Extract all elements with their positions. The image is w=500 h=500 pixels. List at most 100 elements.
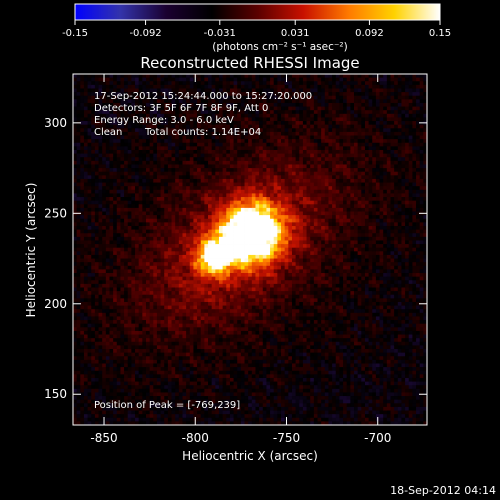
heatmap-cell: [240, 301, 245, 306]
heatmap-cell: [120, 265, 125, 270]
heatmap-cell: [229, 225, 234, 230]
heatmap-cell: [208, 294, 213, 299]
heatmap-cell: [178, 236, 183, 241]
heatmap-cell: [240, 236, 245, 241]
heatmap-cell: [244, 283, 249, 288]
heatmap-cell: [204, 240, 209, 245]
heatmap-cell: [73, 222, 78, 227]
heatmap-cell: [98, 139, 103, 144]
heatmap-cell: [124, 403, 129, 408]
heatmap-cell: [87, 367, 92, 372]
heatmap-cell: [229, 121, 234, 126]
heatmap-cell: [200, 244, 205, 249]
heatmap-cell: [226, 207, 231, 212]
heatmap-cell: [178, 222, 183, 227]
heatmap-cell: [204, 215, 209, 220]
heatmap-cell: [175, 215, 180, 220]
heatmap-cell: [240, 276, 245, 281]
heatmap-cell: [164, 349, 169, 354]
heatmap-cell: [193, 262, 198, 267]
heatmap-cell: [98, 102, 103, 107]
heatmap-cell: [182, 186, 187, 191]
heatmap-cell: [193, 251, 198, 256]
heatmap-cell: [193, 189, 198, 194]
heatmap-cell: [124, 92, 129, 97]
heatmap-cell: [204, 349, 209, 354]
heatmap-cell: [240, 128, 245, 133]
heatmap-cell: [109, 280, 114, 285]
heatmap-cell: [87, 135, 92, 140]
heatmap-cell: [171, 236, 176, 241]
heatmap-cell: [80, 175, 85, 180]
heatmap-cell: [237, 276, 242, 281]
heatmap-cell: [189, 149, 194, 155]
heatmap-cell: [120, 388, 125, 393]
heatmap-cell: [189, 367, 194, 372]
heatmap-cell: [142, 99, 147, 104]
heatmap-cell: [160, 164, 165, 169]
heatmap-cell: [182, 374, 187, 379]
heatmap-cell: [80, 95, 85, 100]
heatmap-cell: [138, 88, 143, 93]
heatmap-cell: [138, 417, 143, 422]
heatmap-cell: [135, 92, 140, 97]
heatmap-cell: [167, 193, 172, 198]
heatmap-cell: [120, 287, 125, 292]
heatmap-cell: [251, 182, 256, 187]
heatmap-cell: [175, 197, 180, 202]
heatmap-cell: [131, 160, 136, 165]
heatmap-cell: [197, 273, 202, 278]
heatmap-cell: [200, 157, 205, 162]
heatmap-cell: [189, 106, 194, 111]
heatmap-cell: [153, 121, 158, 126]
heatmap-cell: [124, 273, 129, 278]
heatmap-cell: [251, 280, 256, 285]
heatmap-cell: [160, 168, 165, 173]
heatmap-cell: [98, 421, 103, 426]
heatmap-cell: [80, 204, 85, 209]
heatmap-cell: [171, 254, 176, 259]
heatmap-cell: [193, 265, 198, 270]
heatmap-cell: [193, 254, 198, 259]
heatmap-cell: [222, 131, 227, 136]
heatmap-cell: [215, 323, 220, 328]
heatmap-cell: [189, 320, 194, 325]
heatmap-cell: [186, 171, 191, 176]
heatmap-cell: [233, 262, 238, 267]
heatmap-cell: [222, 186, 227, 191]
heatmap-cell: [91, 363, 96, 368]
heatmap-cell: [259, 88, 264, 93]
heatmap-cell: [91, 146, 96, 151]
heatmap-cell: [76, 175, 81, 180]
heatmap-cell: [211, 417, 216, 422]
heatmap-cell: [145, 301, 151, 306]
heatmap-cell: [145, 146, 151, 151]
heatmap-cell: [149, 403, 154, 408]
heatmap-cell: [186, 273, 191, 278]
heatmap-cell: [167, 168, 172, 173]
heatmap-cell: [109, 95, 114, 100]
heatmap-cell: [226, 102, 231, 107]
heatmap-cell: [208, 381, 213, 386]
heatmap-cell: [127, 99, 132, 104]
heatmap-cell: [244, 258, 249, 263]
heatmap-cell: [255, 287, 260, 292]
heatmap-cell: [240, 316, 245, 321]
heatmap-cell: [189, 135, 194, 140]
heatmap-cell: [135, 74, 140, 79]
heatmap-cell: [156, 367, 161, 372]
heatmap-cell: [98, 168, 103, 173]
heatmap-cell: [160, 236, 165, 241]
heatmap-cell: [215, 406, 220, 411]
heatmap-cell: [105, 341, 110, 346]
heatmap-cell: [102, 406, 107, 411]
heatmap-cell: [102, 168, 107, 173]
heatmap-cell: [211, 244, 216, 249]
heatmap-cell: [120, 294, 125, 299]
heatmap-cell: [167, 204, 172, 209]
heatmap-cell: [113, 258, 118, 263]
heatmap-cell: [237, 139, 242, 144]
heatmap-cell: [80, 316, 85, 321]
heatmap-cell: [244, 309, 249, 314]
heatmap-cell: [149, 236, 154, 241]
